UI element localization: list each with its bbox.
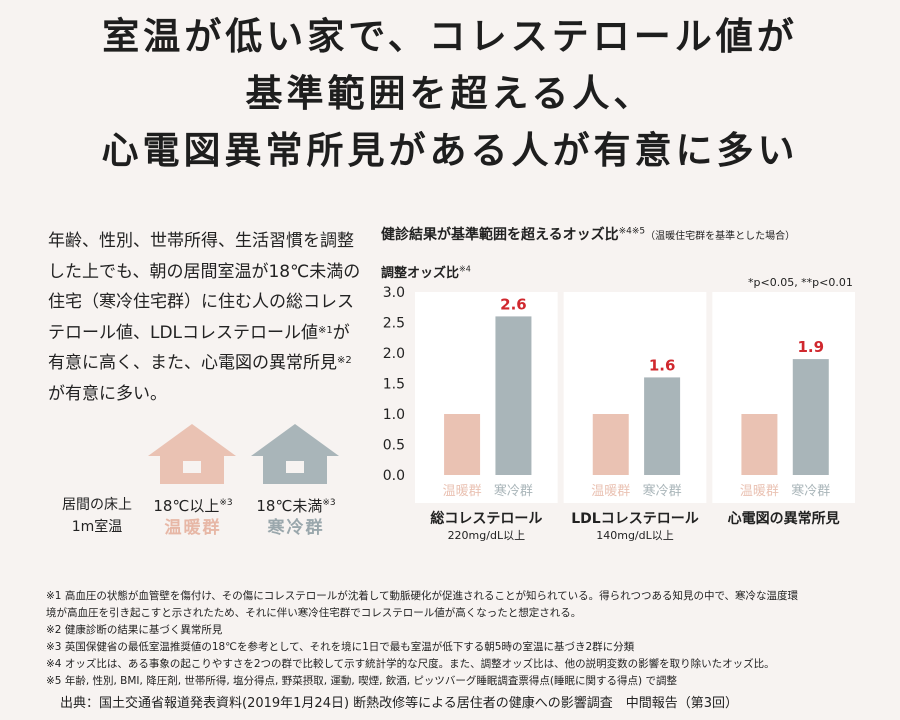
footnote-1a: ※1 高血圧の状態が血管壁を傷付け、その傷にコレステロールが沈着して動脈硬化が促… bbox=[46, 590, 799, 602]
y-tick-label-6: 3.0 bbox=[383, 285, 405, 301]
description-note-2: ※2 bbox=[337, 355, 352, 366]
series-label-2-1: 温暖群 bbox=[591, 484, 630, 499]
series-label-1-2: 寒冷群 bbox=[494, 483, 533, 499]
bar-3-温暖群 bbox=[741, 414, 778, 475]
footnote-3: ※3 英国保健省の最低室温推奨値の18℃を参考として、それを境に1日で最も室温が… bbox=[46, 641, 635, 653]
footnote-2: ※2 健康診断の結果に基づく異常所見 bbox=[46, 624, 223, 636]
significance-note: *p<0.05, **p<0.01 bbox=[748, 276, 853, 289]
category-sub-label-1: 220mg/dL以上 bbox=[448, 529, 526, 542]
headline-line-3: 心電図異常所見がある人が有意に多い bbox=[101, 129, 799, 172]
chart-panel-3 bbox=[712, 292, 855, 503]
chart-title-note: ※4※5 bbox=[618, 226, 646, 237]
row-label-line-2: 1m室温 bbox=[71, 519, 123, 535]
category-label-2: LDLコレステロール bbox=[571, 511, 698, 527]
y-tick-label-0: 0.0 bbox=[383, 468, 405, 484]
bar-1-寒冷群 bbox=[495, 316, 532, 475]
chart-panel-2 bbox=[563, 292, 707, 503]
bar-1-温暖群 bbox=[444, 414, 481, 475]
footnote-1b: 境が高血圧を引き起こすと示されたため、それに伴い寒冷住宅群でコレステロール値が高… bbox=[46, 607, 582, 619]
headline-line-2: 基準範囲を超える人、 bbox=[245, 72, 655, 115]
warm-group-label: 18℃以上※3 温暖群 bbox=[138, 492, 248, 539]
source-citation: 出典：国土交通省報道発表資料(2019年1月24日) 断熱改修等による居住者の健… bbox=[60, 696, 739, 711]
bar-3-寒冷群 bbox=[792, 359, 829, 475]
category-label-3: 心電図の異常所見 bbox=[728, 510, 840, 527]
warm-temp: 18℃以上 bbox=[153, 497, 220, 515]
row-label-line-1: 居間の床上 bbox=[62, 497, 132, 513]
series-label-3-2: 寒冷群 bbox=[791, 483, 830, 499]
category-sub-label-2: 140mg/dL以上 bbox=[596, 529, 674, 542]
warm-note: ※3 bbox=[219, 498, 233, 508]
description-text: 年齢、性別、世帯所得、生活習慣を調整した上でも、朝の居間室温が18℃未満の住宅（… bbox=[48, 226, 363, 409]
cold-note: ※3 bbox=[322, 498, 336, 508]
footnotes: ※1 高血圧の状態が血管壁を傷付け、その傷にコレステロールが沈着して動脈硬化が促… bbox=[46, 588, 871, 690]
room-temp-row-label: 居間の床上 1m室温 bbox=[52, 494, 142, 538]
chart-title-text: 健診結果が基準範囲を超えるオッズ比 bbox=[381, 227, 619, 243]
data-label-1: 2.6 bbox=[500, 295, 527, 313]
footnote-5: ※5 年齢, 性別, BMI, 降圧剤, 世帯所得, 塩分得点, 野菜摂取, 運… bbox=[46, 675, 677, 687]
y-axis-label-note: ※4 bbox=[459, 264, 471, 274]
bar-2-温暖群 bbox=[592, 414, 629, 475]
description-part-2: が有意に高く、また、心電図の異常所見 bbox=[48, 322, 350, 374]
y-tick-label-1: 0.5 bbox=[383, 438, 405, 454]
warm-group-name: 温暖群 bbox=[164, 518, 222, 538]
description-part-1: 年齢、性別、世帯所得、生活習慣を調整した上でも、朝の居間室温が18℃未満の住宅（… bbox=[48, 231, 361, 343]
chart-panel-1 bbox=[415, 292, 558, 503]
data-label-2: 1.6 bbox=[649, 356, 676, 374]
chart-title-sub: （温暖住宅群を基準とした場合） bbox=[645, 231, 796, 242]
y-axis-label-text: 調整オッズ比 bbox=[381, 266, 460, 281]
y-axis-label: 調整オッズ比※4 bbox=[381, 262, 471, 281]
cold-temp: 18℃未満 bbox=[256, 497, 323, 515]
series-label-1-1: 温暖群 bbox=[443, 484, 482, 499]
headline-line-1: 室温が低い家で、コレステロール値が bbox=[102, 15, 798, 58]
cold-group-label: 18℃未満※3 寒冷群 bbox=[241, 492, 351, 539]
data-label-3: 1.9 bbox=[797, 338, 824, 356]
cold-house-icon bbox=[251, 424, 339, 484]
series-label-3-1: 温暖群 bbox=[740, 484, 779, 499]
series-label-2-2: 寒冷群 bbox=[643, 483, 682, 499]
footnote-4: ※4 オッズ比は、ある事象の起こりやすさを2つの群で比較して示す統計学的な尺度。… bbox=[46, 658, 775, 670]
y-tick-label-5: 2.5 bbox=[383, 316, 405, 332]
description-part-3: が有意に多い。 bbox=[48, 383, 167, 404]
y-tick-label-4: 2.0 bbox=[383, 346, 405, 362]
y-tick-label-2: 1.0 bbox=[383, 407, 405, 423]
y-tick-label-3: 1.5 bbox=[383, 377, 405, 393]
headline: 室温が低い家で、コレステロール値が 基準範囲を超える人、 心電図異常所見がある人… bbox=[0, 8, 900, 179]
cold-group-name: 寒冷群 bbox=[267, 518, 325, 538]
warm-house-icon bbox=[148, 424, 236, 484]
description-note-1: ※1 bbox=[318, 324, 333, 336]
chart-title: 健診結果が基準範囲を超えるオッズ比※4※5（温暖住宅群を基準とした場合） bbox=[381, 224, 795, 244]
category-label-1: 総コレステロール bbox=[430, 510, 542, 527]
bar-2-寒冷群 bbox=[644, 377, 681, 475]
